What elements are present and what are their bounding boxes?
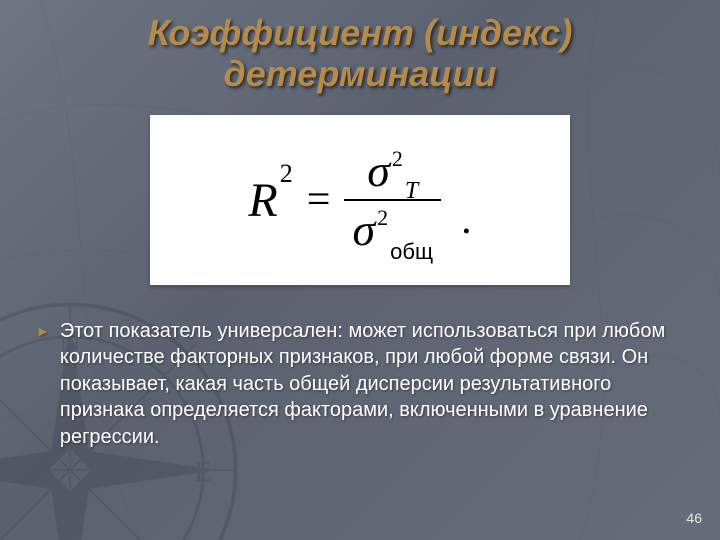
- denominator: σ2общ: [344, 203, 441, 256]
- formula-period: .: [461, 196, 472, 244]
- fraction: σ2T σ2общ: [344, 144, 441, 256]
- sigma-num: σ: [367, 144, 390, 197]
- formula: R2 = σ2T σ2общ .: [248, 144, 471, 256]
- formula-lhs: R2: [248, 173, 292, 228]
- svg-text:E: E: [194, 456, 212, 488]
- numerator: σ2T: [359, 144, 426, 197]
- fraction-bar: [344, 199, 441, 201]
- den-exp: 2: [377, 205, 388, 231]
- slide-title: Коэффициент (индекс) детерминации: [0, 12, 720, 95]
- title-line1: Коэффициент (индекс): [148, 12, 573, 53]
- bullet-icon: ►: [36, 322, 50, 340]
- page-number: 46: [686, 510, 702, 526]
- sigma-den: σ: [352, 203, 375, 256]
- lhs-base: R: [248, 173, 277, 228]
- den-sub: общ: [390, 239, 433, 265]
- formula-box: R2 = σ2T σ2общ .: [150, 115, 570, 285]
- title-line2: детерминации: [224, 53, 497, 94]
- description-block: ► Этот показатель универсален: может исп…: [36, 318, 684, 450]
- num-exp: 2: [392, 146, 403, 172]
- num-sub: T: [405, 178, 418, 205]
- equals-sign: =: [307, 176, 331, 224]
- lhs-exp: 2: [280, 159, 293, 189]
- description-text: Этот показатель универсален: может испол…: [60, 318, 684, 450]
